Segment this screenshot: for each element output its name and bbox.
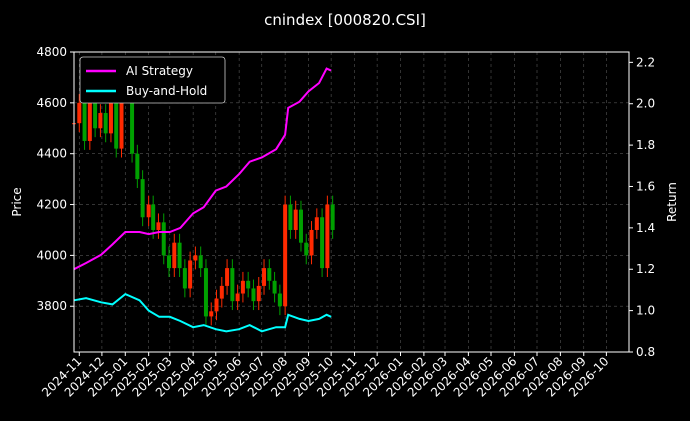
candle-body [262,268,267,286]
legend-box [79,56,226,104]
candle-body [130,77,135,154]
candle-body [151,204,156,230]
right-tick-label: 2.2 [636,55,655,69]
candle-body [288,204,293,230]
candle-body [146,204,151,218]
right-tick-label: 1.2 [636,262,655,276]
candle-body [230,268,235,302]
return-lines [73,67,332,333]
candle-body [182,268,187,289]
right-tick-label: 1.4 [636,221,655,235]
candle-body [219,285,224,299]
candle-body [82,102,87,141]
candle-body [103,113,108,134]
left-axis-label: Price [10,187,24,216]
candle-body [240,280,245,294]
candle-body [330,204,335,230]
candle-body [320,217,325,269]
left-axis-ticks: 3800 4000 4200 4400 4600 4800 [36,45,74,313]
candle-body [188,260,193,289]
candle-body [251,288,256,302]
candle-body [298,209,303,243]
plot-frame [73,51,630,353]
right-axis-ticks: 0.8 1.0 1.2 1.4 1.6 1.8 2.0 2.2 [629,55,655,359]
candle-body [309,229,314,256]
candle-body [77,102,82,124]
right-tick-label: 1.0 [636,304,655,318]
left-tick-label: 4600 [36,96,67,110]
legend: AI Strategy Buy-and-Hold [79,56,226,104]
right-tick-label: 1.8 [636,138,655,152]
price-candles [72,68,335,326]
candle-body [119,90,124,149]
candle-body [214,298,219,312]
candle-body [304,242,309,256]
candle-body [140,179,145,218]
candle-body [225,268,230,286]
candle-body [108,102,113,134]
candle-body [177,242,182,269]
candle-body [246,280,251,289]
candle-body [135,153,140,180]
candle-body [314,217,319,230]
candle-body [283,204,288,307]
candle-body [325,204,330,269]
candle-body [277,293,282,307]
candle-body [172,242,177,269]
candle-body [87,95,92,141]
candle-body [203,268,208,317]
candle-body [167,255,172,269]
right-tick-label: 2.0 [636,97,655,111]
candle-body [256,285,261,302]
right-axis-label: Return [665,182,679,222]
series-line-ai-strategy [73,67,332,271]
left-tick-label: 3800 [36,299,67,313]
candle-body [293,209,298,230]
candle-body [114,102,119,149]
candle-body [161,222,166,256]
candle-body [272,280,277,294]
candle-body [235,293,240,302]
left-tick-label: 4400 [36,147,67,161]
left-tick-label: 4200 [36,198,67,212]
legend-label: AI Strategy [126,64,193,78]
candle-body [209,311,214,317]
left-tick-label: 4000 [36,248,67,262]
right-tick-label: 0.8 [636,345,655,359]
candle-body [193,255,198,261]
legend-label: Buy-and-Hold [126,84,207,98]
chart-title: cnindex [000820.CSI] [264,11,426,29]
series-line-buy-and-hold [73,292,332,333]
candle-body [156,222,161,230]
candle-body [267,268,272,281]
candle-body [98,113,103,129]
candle-body [198,255,203,269]
left-tick-label: 4800 [36,45,67,59]
right-tick-label: 1.6 [636,179,655,193]
candle-body [93,95,98,129]
